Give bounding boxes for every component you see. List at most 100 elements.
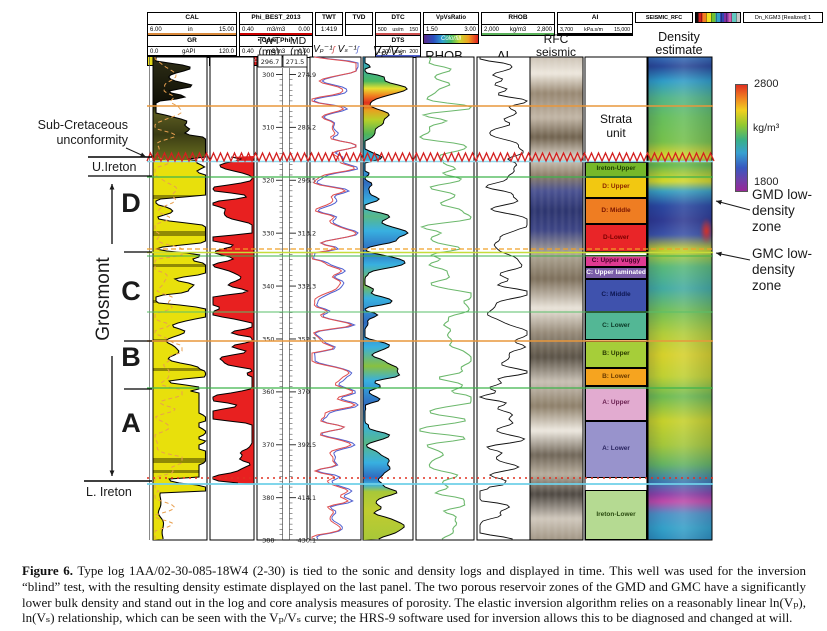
vp-curve-glyph-icon: ʃ xyxy=(332,45,335,54)
rfc-title-line2: seismic xyxy=(535,45,576,59)
dtc-max: 150 xyxy=(409,27,418,33)
strata-block-2: D: Middle xyxy=(585,198,647,224)
svg-text:300: 300 xyxy=(262,71,274,79)
svg-text:370: 370 xyxy=(262,441,274,449)
svg-text:296.5: 296.5 xyxy=(298,177,317,185)
vpvs-colorfill-bar: Colorfill xyxy=(423,34,479,44)
dtc-name: DTC xyxy=(391,14,405,21)
sub-cretaceous-label: Sub-Cretaceous unconformity xyxy=(37,118,128,147)
strata-block-5: C: Upper laminated xyxy=(585,267,647,279)
header-seismic-rfc: SEISMIC_RFC xyxy=(635,12,693,23)
density-red-anomaly xyxy=(700,218,713,244)
strata-title-line2: unit xyxy=(606,126,626,140)
header-cal-gr: CAL 6.00 in 15.00 GR 0.0 gAPI 120.0 xyxy=(147,12,237,58)
zone-b-label: B xyxy=(121,342,141,372)
vpvs-name: VpVsRatio xyxy=(435,15,466,21)
caption-label: Figure 6. xyxy=(22,563,73,578)
svg-text:285.2: 285.2 xyxy=(298,124,317,132)
phi-name: Phi_BEST_2013 xyxy=(251,14,301,21)
header-ai: AI 3,700 kPa.s/m 15,000 xyxy=(557,12,633,36)
phi-min: 0.40 xyxy=(242,27,254,33)
strata-block-0: Ireton-Upper xyxy=(585,162,647,177)
md-axis-title: MD (m) xyxy=(284,36,312,58)
rfc-title-line1: RFC xyxy=(543,32,569,46)
tvd-empty xyxy=(346,24,372,35)
rhob-name: RHOB xyxy=(508,14,528,21)
svg-text:430.1: 430.1 xyxy=(298,536,317,544)
gr-colorfill-bar: Colorfill xyxy=(147,56,207,66)
cal-name: CAL xyxy=(185,14,199,21)
core-phi-min: 0.40 xyxy=(242,49,254,55)
strata-block-6: C: Middle xyxy=(585,279,647,312)
density-texture xyxy=(648,57,712,540)
grosmont-label: Grosmont xyxy=(93,257,114,341)
ai-track-title: AI xyxy=(496,48,510,63)
gmc-annotation: GMC low-density zone xyxy=(752,246,812,294)
svg-text:352.3: 352.3 xyxy=(298,335,317,343)
vpvs-max: 3.00 xyxy=(464,27,476,33)
seismic-color-legend xyxy=(695,12,741,23)
twt-name: TWT xyxy=(321,14,337,21)
rhob-unit: kg/m3 xyxy=(509,27,527,33)
dts-scale: 1,200 us/m 200 xyxy=(376,46,420,57)
gr-name: GR xyxy=(148,35,236,46)
density-title-line1: Density xyxy=(658,30,700,44)
gmd-annotation: GMD low-density zone xyxy=(752,187,812,235)
vs-curve-glyph-icon: ʃ xyxy=(356,45,359,54)
svg-text:340: 340 xyxy=(262,282,274,290)
cal-min: 6.00 xyxy=(150,27,162,33)
svg-text:388: 388 xyxy=(262,536,274,544)
dtc-unit: us/m xyxy=(392,27,404,33)
density-colorbar xyxy=(735,84,748,192)
gr-max: 120.0 xyxy=(218,49,234,55)
caption-text: Type log 1AA/02-30-085-18W4 (2-30) is ti… xyxy=(22,563,807,626)
header-rhob: RHOB 2,000 kg/m3 2,800 xyxy=(481,12,555,36)
strata-block-11: A: Lower xyxy=(585,421,647,478)
figure-caption: Figure 6. Type log 1AA/02-30-085-18W4 (2… xyxy=(22,563,806,626)
svg-text:274.9: 274.9 xyxy=(298,71,317,79)
core-phi-label: Core_Phi xyxy=(261,37,291,44)
density-title-line2: estimate xyxy=(655,43,703,57)
ai-max: 15,000 xyxy=(614,27,630,33)
seismic-texture xyxy=(530,57,583,540)
core-phi-marker-right: ▪ xyxy=(292,37,295,44)
svg-text:313.2: 313.2 xyxy=(298,229,317,237)
colorbar-min-label: 1800 xyxy=(754,176,779,188)
vpvs-scale: 1.50 3.00 xyxy=(424,24,478,35)
svg-text:392.5: 392.5 xyxy=(298,441,317,449)
twt-axis-unit: (ms) xyxy=(258,46,280,58)
svg-text:414.1: 414.1 xyxy=(298,494,317,502)
dts-name: DTS xyxy=(376,35,420,46)
rhob-max: 2,800 xyxy=(536,27,552,33)
density-estimate-title: Density estimate xyxy=(642,31,716,57)
rfc-seismic-title: RFC seismic xyxy=(524,33,588,59)
header-tvd: TVD xyxy=(345,12,373,36)
phi-max: 0.00 xyxy=(298,27,310,33)
sonic-title: Vₚ⁻¹ʃ Vₛ⁻¹ʃ xyxy=(308,44,364,55)
zone-d-label: D xyxy=(121,188,141,218)
gr-unit: gAPI xyxy=(182,49,196,55)
l-ireton-label: L. Ireton xyxy=(86,485,132,499)
seismic-rfc-name: SEISMIC_RFC xyxy=(645,15,683,21)
strata-block-3: D-Lower xyxy=(585,224,647,252)
realization-label: Dn_KGM3 [Realized] 1 xyxy=(743,12,823,23)
core-phi-max: 0.00 xyxy=(298,49,310,55)
dts-unit: us/m xyxy=(394,49,406,55)
phi-scale: 0.40 m3/m3 0.00 xyxy=(240,24,312,35)
twt-axis-title: TWT (ms) xyxy=(255,36,283,58)
strata-block-10: A: Upper xyxy=(585,386,647,421)
svg-text:332.3: 332.3 xyxy=(298,282,317,290)
dts-max: 200 xyxy=(409,49,418,55)
zone-c-label: C xyxy=(121,276,141,306)
strata-block-8: B: Upper xyxy=(585,341,647,368)
core-phi-scale: 0.40 m3/m3 0.00 xyxy=(240,46,312,57)
svg-text:360: 360 xyxy=(262,388,274,396)
dtc-scale: 500 us/m 150 xyxy=(376,24,420,35)
strata-title-line1: Strata xyxy=(599,112,632,126)
vpvs-track-title: Vₚ/Vₛ xyxy=(372,44,404,58)
dtc-min: 500 xyxy=(378,27,387,33)
zone-a-label: A xyxy=(121,408,141,438)
strata-block-9: B: Lower xyxy=(585,368,647,386)
core-phi-marker-left: ▪ xyxy=(257,37,260,44)
